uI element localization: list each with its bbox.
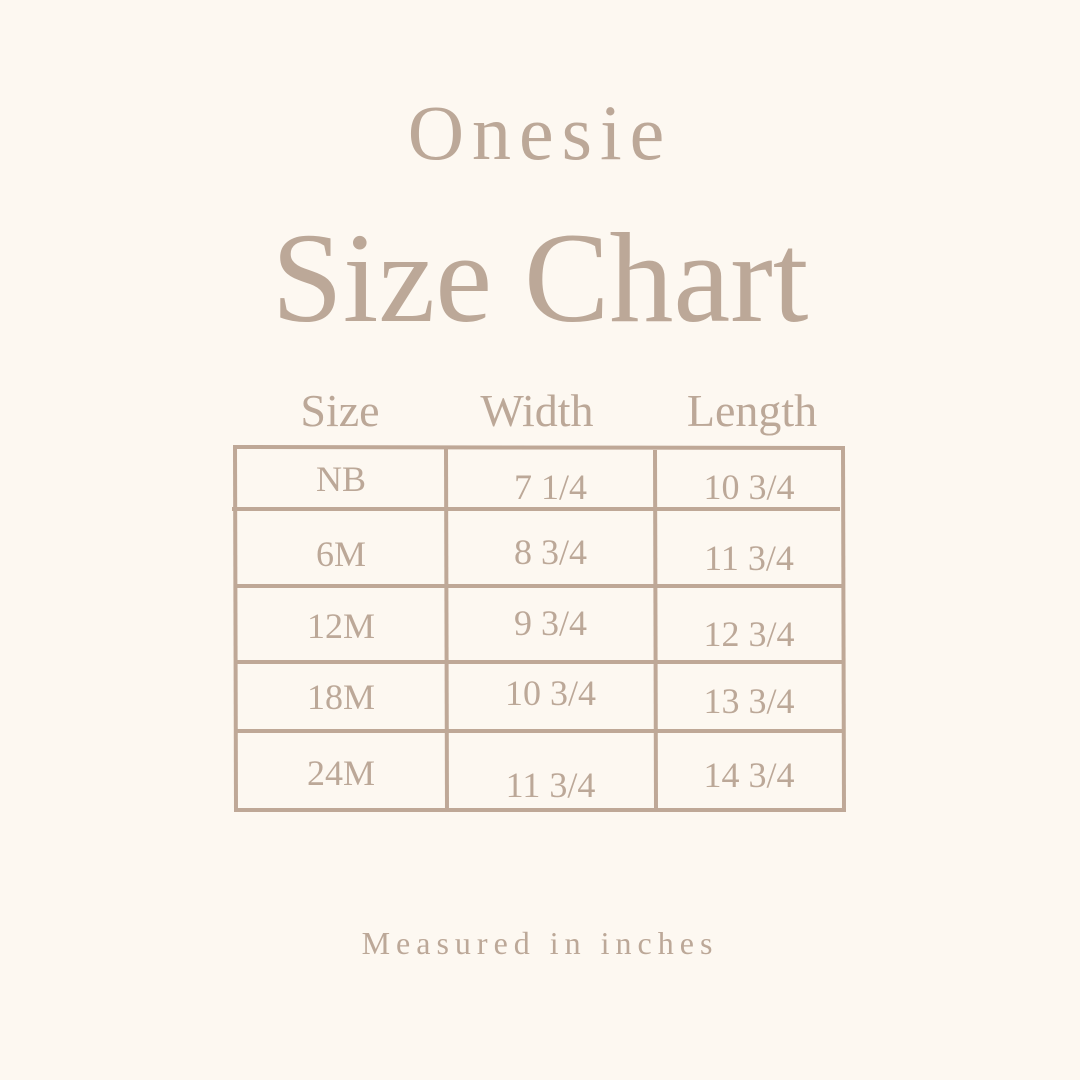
table-cell-width: 9 3/4 [513,603,587,643]
table-cell-width: 10 3/4 [504,673,596,713]
table-cell-size: 12M [306,606,375,646]
title-onesie: Onesie [407,89,673,176]
table-cell-width: 7 1/4 [513,467,587,507]
table-cell-length: 13 3/4 [703,681,795,721]
table-cell-length: 10 3/4 [703,467,795,507]
header-size: Size [300,385,380,436]
header-width: Width [480,385,594,436]
table-cell-size: 6M [315,534,366,574]
footer-note: Measured in inches [361,925,719,961]
table-cell-length: 14 3/4 [703,755,795,795]
header-length: Length [686,385,818,436]
table-cell-length: 11 3/4 [704,538,794,578]
table-cell-size: 18M [306,677,375,717]
table-cell-width: 11 3/4 [505,765,596,805]
table-cell-size: NB [315,459,366,499]
title-size-chart: Size Chart [271,207,809,349]
table-cell-size: 24M [306,753,375,793]
table-cell-length: 12 3/4 [703,614,795,654]
table-cell-width: 8 3/4 [513,532,587,572]
